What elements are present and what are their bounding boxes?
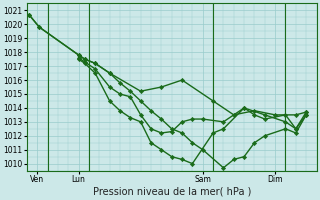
X-axis label: Pression niveau de la mer( hPa ): Pression niveau de la mer( hPa ) bbox=[92, 187, 251, 197]
